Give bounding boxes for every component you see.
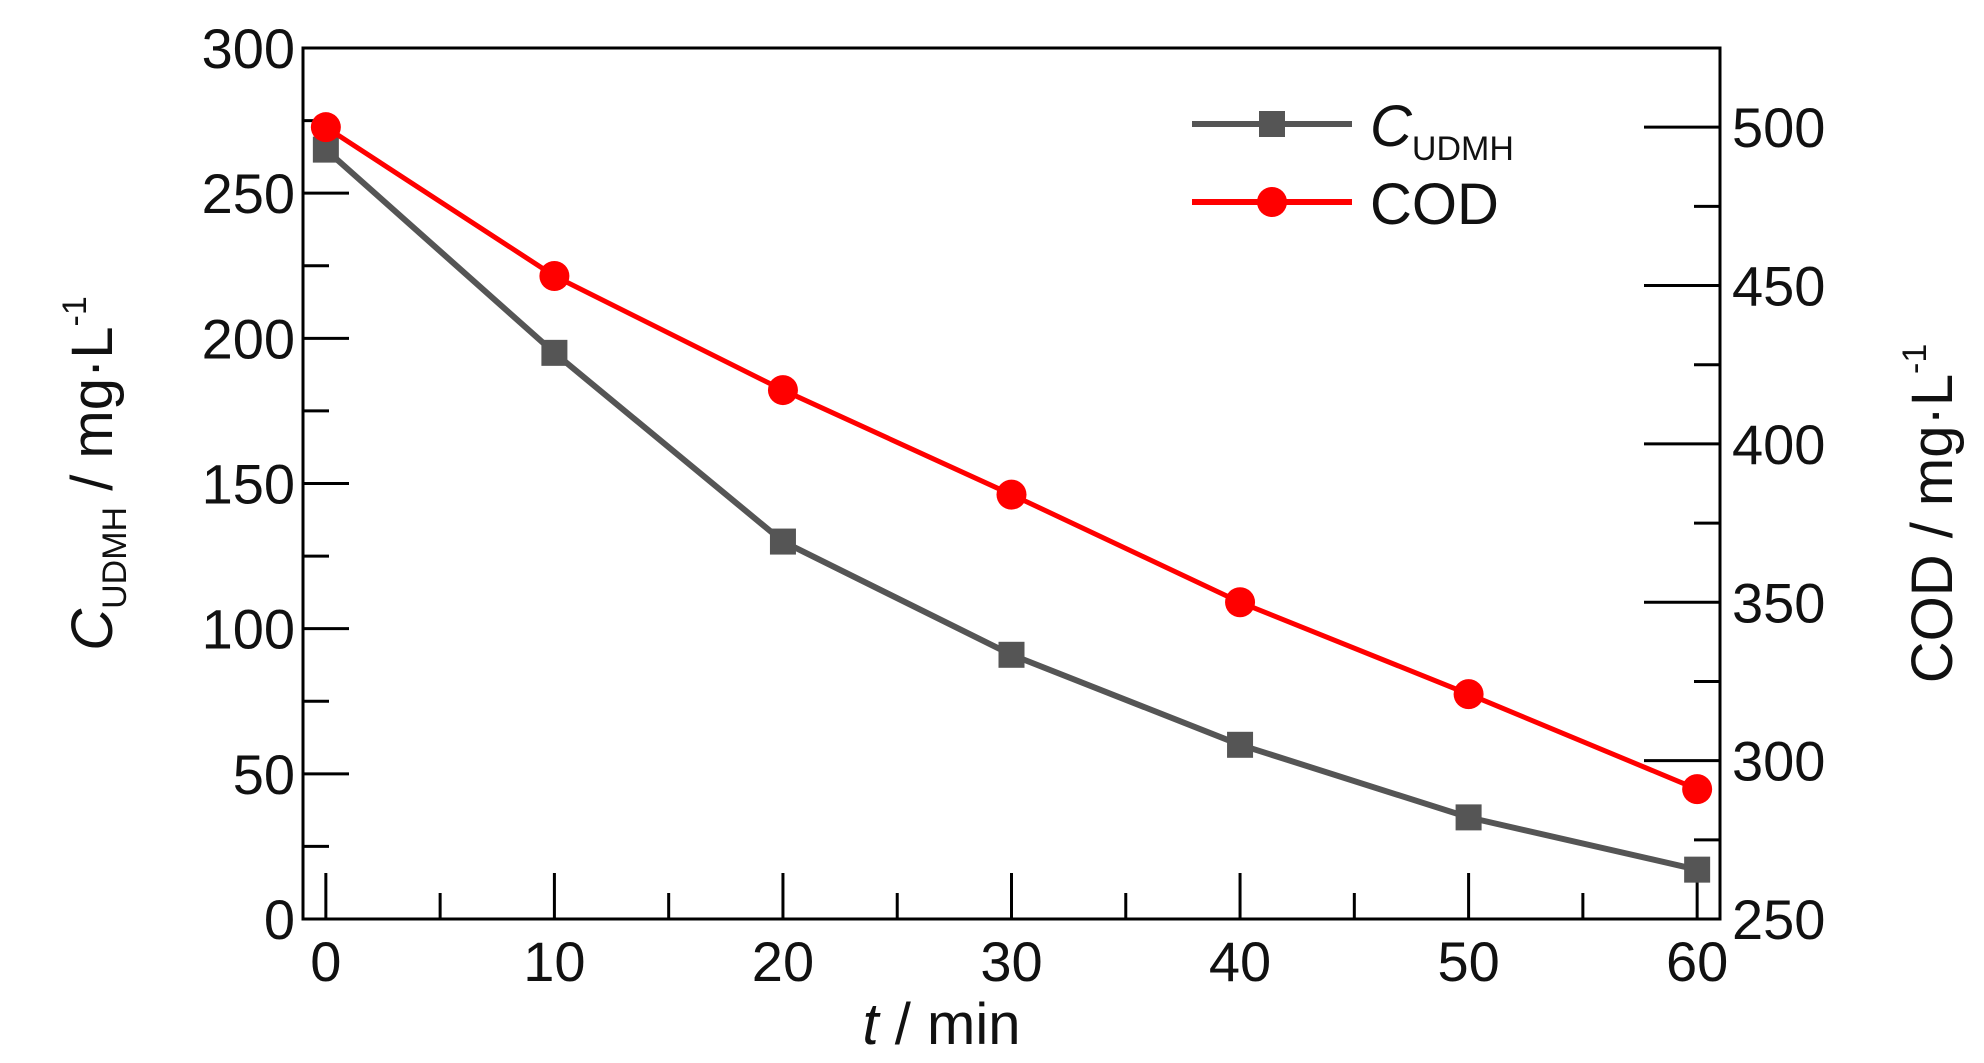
y-right-tick-label: 250 [1732, 888, 1825, 951]
y-left-tick-label: 0 [264, 888, 295, 951]
x-tick-label: 60 [1666, 930, 1728, 993]
cudmh-point [998, 641, 1025, 668]
x-axis-title-var: t [863, 992, 882, 1057]
x-tick-label: 30 [980, 930, 1042, 993]
legend-label-sub: UDMH [1412, 130, 1514, 168]
y-left-tick-label: 50 [233, 743, 295, 806]
y-left-tick-label: 300 [202, 17, 295, 80]
legend-label: CUDMH [1370, 94, 1514, 168]
x-tick-label: 20 [752, 930, 814, 993]
x-tick-label: 0 [310, 930, 341, 993]
x-axis-title-rest: / min [879, 992, 1021, 1057]
cudmh-point [769, 528, 796, 555]
y-left-tick-label: 150 [202, 453, 295, 516]
x-tick-label: 40 [1209, 930, 1271, 993]
cudmh-point [1227, 731, 1254, 758]
cod-point [1682, 774, 1713, 805]
cod-point [996, 479, 1027, 510]
y-right-tick-label: 350 [1732, 571, 1825, 634]
y-left-title-sup: -1 [56, 296, 94, 326]
y-left-title-var: C [60, 608, 125, 651]
y-left-title-rest: / mg·L [60, 326, 125, 507]
cod-point [767, 375, 798, 406]
legend-marker-square [1259, 111, 1285, 137]
y-right-tick-label: 450 [1732, 255, 1825, 318]
cudmh-point [1684, 856, 1711, 883]
x-axis-title: t / min [863, 992, 1021, 1057]
y-left-tick-label: 250 [202, 162, 295, 225]
legend-marker-circle [1257, 187, 1287, 217]
cod-point [539, 261, 570, 292]
series-line-cudmh [323, 147, 1698, 873]
y-left-tick-label: 200 [202, 307, 295, 370]
y-left-tick-label: 100 [202, 598, 295, 661]
y-right-tick-label: 500 [1732, 96, 1825, 159]
cod-point [1453, 679, 1484, 710]
cod-point [1225, 587, 1256, 618]
legend-label-var: C [1370, 94, 1413, 159]
cudmh-point [1455, 804, 1482, 831]
y-right-tick-label: 300 [1732, 730, 1825, 793]
cudmh-point [541, 339, 568, 366]
legend-label: COD [1370, 172, 1499, 237]
x-tick-label: 10 [523, 930, 585, 993]
y-right-axis-title: COD / mg·L-1 [1896, 344, 1965, 684]
y-right-title-sup: -1 [1896, 344, 1934, 374]
y-right-title-rest: COD / mg·L [1900, 374, 1965, 683]
cod-point [310, 112, 341, 143]
y-left-title-sub: UDMH [96, 507, 134, 609]
y-right-tick-label: 400 [1732, 413, 1825, 476]
y-left-axis-title: CUDMH / mg·L-1 [56, 296, 134, 651]
x-tick-label: 50 [1437, 930, 1499, 993]
